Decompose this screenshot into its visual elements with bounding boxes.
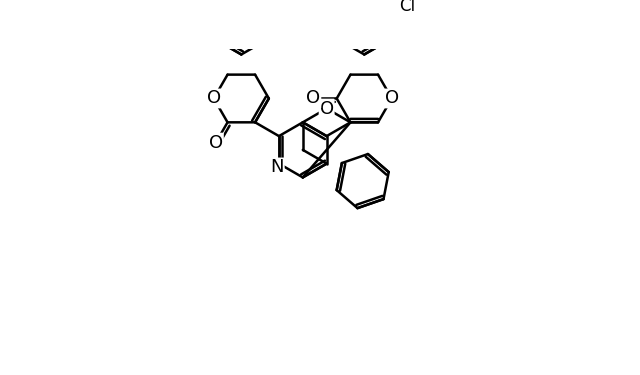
Text: Cl: Cl	[399, 0, 415, 15]
Text: N: N	[270, 159, 284, 177]
Text: O: O	[307, 90, 321, 108]
Text: O: O	[385, 90, 399, 108]
Text: O: O	[207, 90, 221, 108]
Text: O: O	[319, 99, 333, 117]
Text: O: O	[209, 134, 223, 152]
